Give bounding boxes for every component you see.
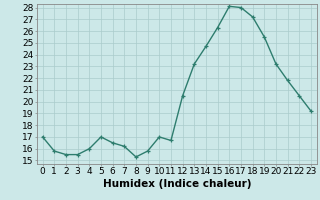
X-axis label: Humidex (Indice chaleur): Humidex (Indice chaleur) — [102, 179, 251, 189]
